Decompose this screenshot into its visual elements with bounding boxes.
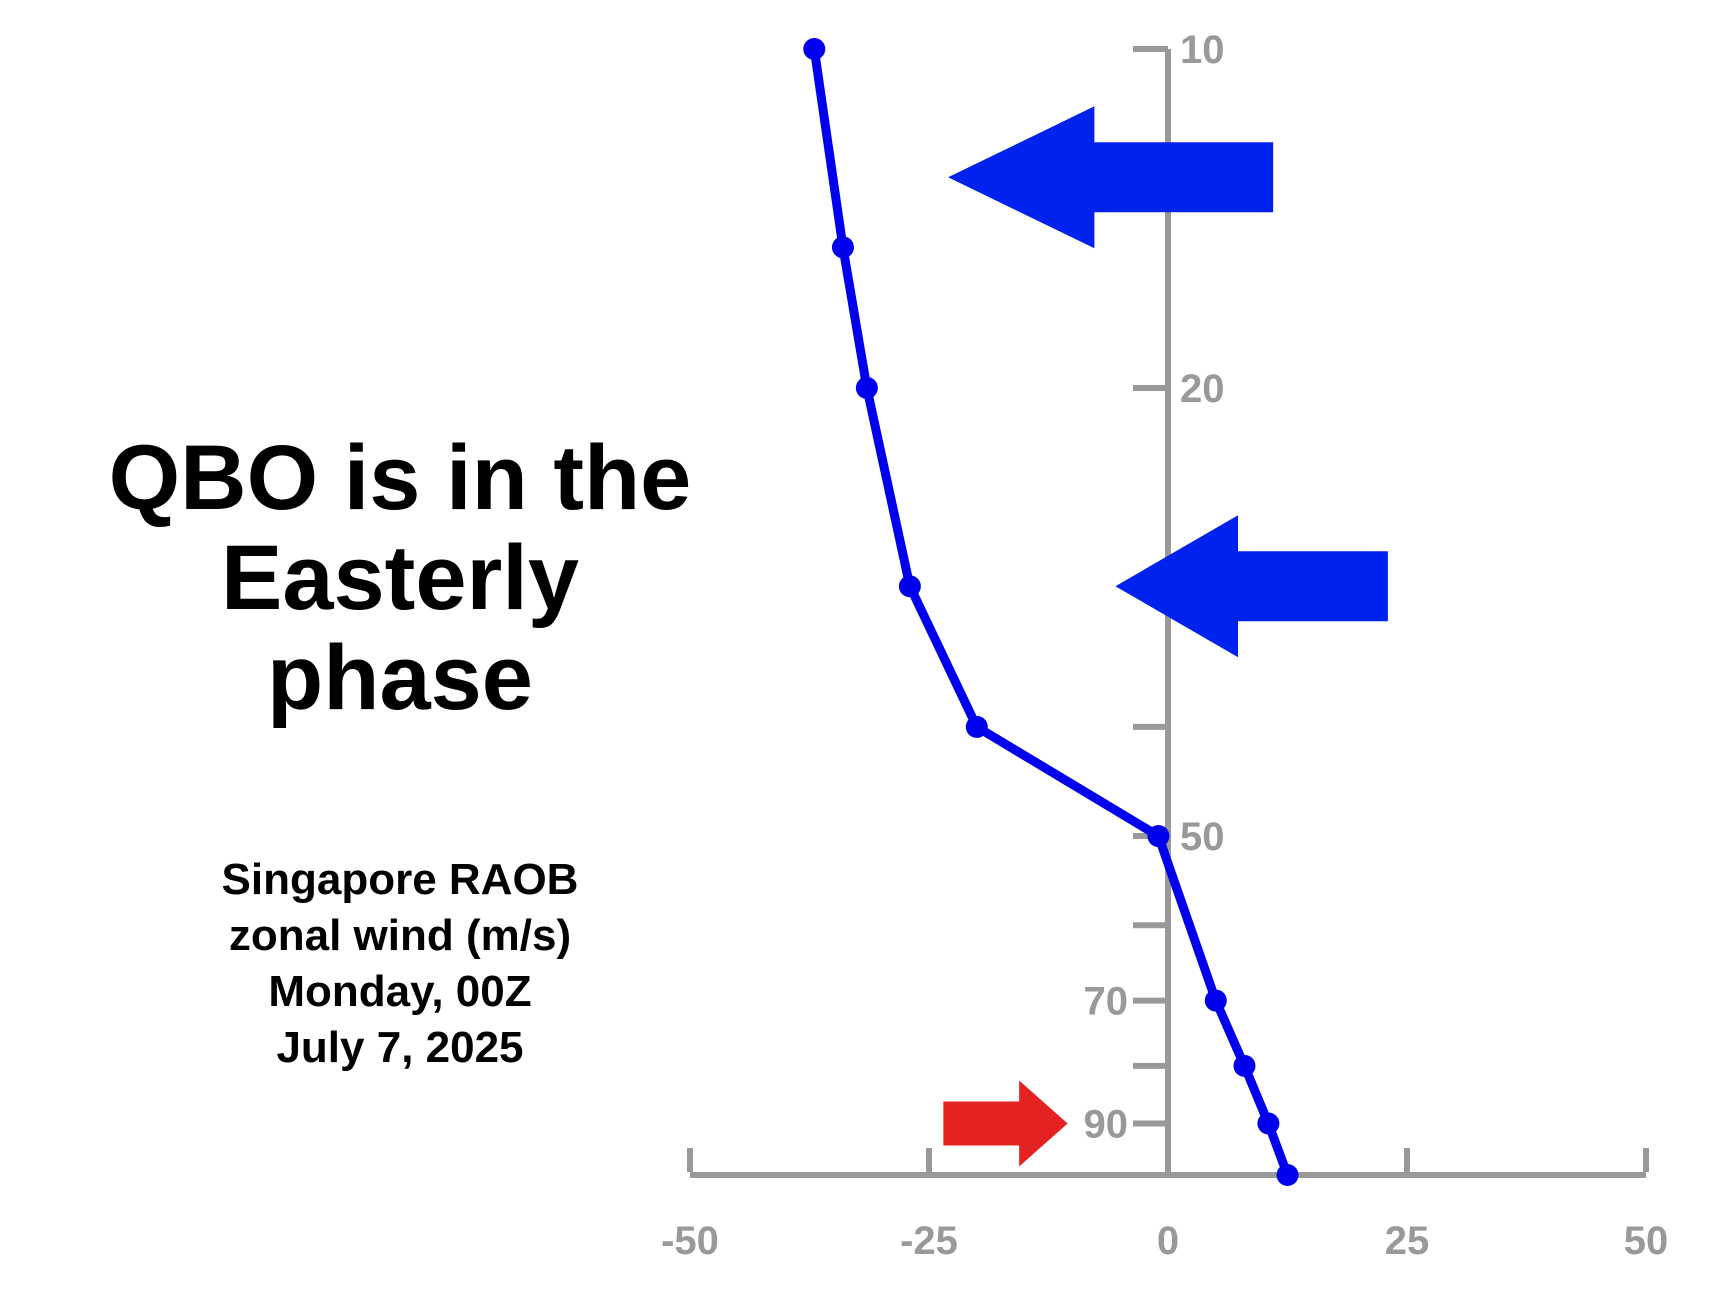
y-tick-label: 50	[1180, 815, 1225, 859]
axes: -50 -25 0 25 50 10 20 50 70 90	[661, 28, 1668, 1263]
caption-day-time: Monday, 00Z	[268, 967, 532, 1016]
y-tick-label: 70	[1084, 980, 1129, 1024]
caption-station: Singapore RAOB	[221, 855, 579, 904]
data-point	[965, 715, 988, 738]
x-tick-label: -25	[900, 1219, 958, 1263]
data-point	[1204, 989, 1227, 1012]
caption: Singapore RAOB zonal wind (m/s) Monday, …	[140, 852, 660, 1076]
data-point	[1233, 1054, 1256, 1077]
x-tick-label: -50	[661, 1219, 719, 1263]
y-tick-label: 90	[1084, 1102, 1129, 1146]
x-tick-label: 0	[1157, 1219, 1179, 1263]
x-tick-label: 50	[1624, 1219, 1669, 1263]
series-layer	[803, 38, 1299, 1186]
x-tick-label: 25	[1385, 1219, 1430, 1263]
annotation-arrows	[943, 106, 1388, 1167]
data-point	[898, 575, 921, 598]
arrow-right-icon	[943, 1080, 1068, 1167]
data-point	[803, 38, 826, 60]
caption-variable: zonal wind (m/s)	[228, 911, 572, 960]
headline-line-1: QBO is in the	[108, 427, 692, 529]
caption-date: July 7, 2025	[276, 1023, 524, 1072]
arrow-left-icon	[948, 106, 1274, 249]
data-point	[1147, 825, 1170, 848]
data-point	[831, 236, 854, 259]
series-line	[809, 44, 1292, 1180]
headline-line-2: Easterly	[220, 527, 580, 629]
data-point	[1257, 1112, 1280, 1135]
arrow-left-icon	[1115, 515, 1388, 658]
data-point	[855, 376, 878, 399]
y-tick-label: 20	[1180, 367, 1225, 411]
headline: QBO is in the Easterly phase	[50, 428, 750, 728]
y-tick-label: 10	[1180, 28, 1225, 72]
headline-line-3: phase	[267, 627, 533, 729]
data-point	[1276, 1164, 1299, 1186]
